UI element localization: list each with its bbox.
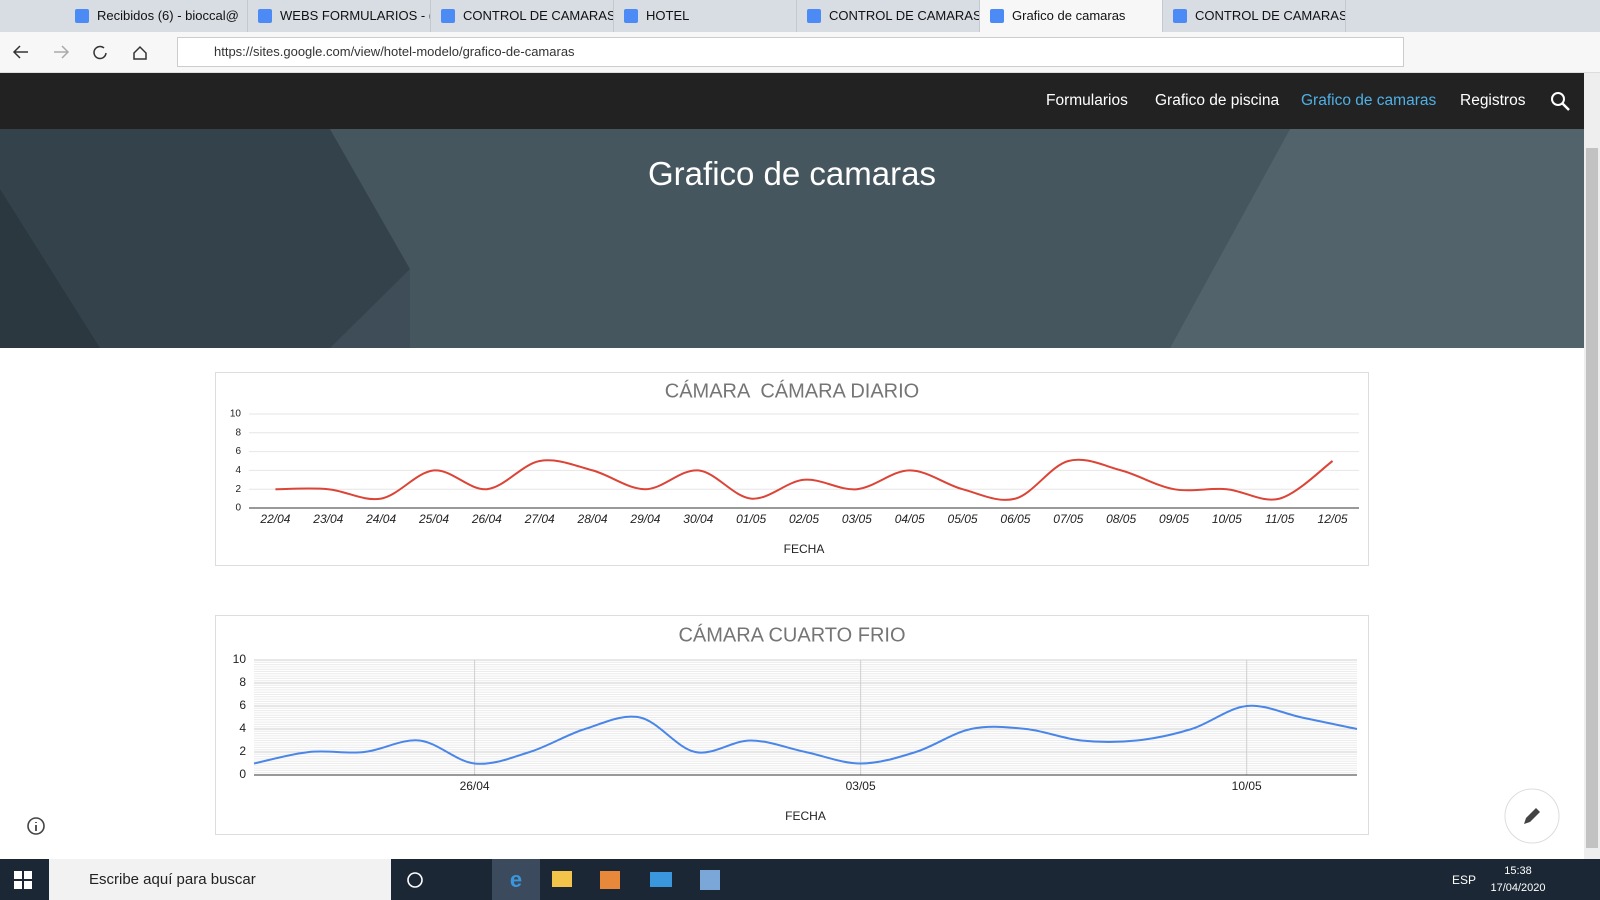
- tab[interactable]: Grafico de camaras: [980, 0, 1163, 32]
- x-axis-label: FECHA: [784, 542, 825, 556]
- data-line: [253, 704, 1358, 765]
- x-tick-label: 29/04: [629, 512, 660, 526]
- chart-card: CÁMARA CÁMARA DIARIO 0 2 4 6 8 10 22/04 23/04 24/…: [215, 372, 1369, 566]
- x-tick-label: 05/05: [948, 512, 978, 526]
- taskbar: Escribe aquí para buscar e ESP 15:38 17/…: [0, 859, 1600, 900]
- chart-title: CÁMARA CUARTO FRIO: [678, 623, 905, 646]
- banner-art: [0, 129, 1584, 348]
- x-tick-label: 30/04: [683, 512, 713, 526]
- x-tick-label: 22/04: [259, 512, 290, 526]
- x-tick-label: 02/05: [789, 512, 819, 526]
- scrollbar[interactable]: [1584, 73, 1600, 859]
- nav-link[interactable]: Formularios: [1046, 92, 1128, 109]
- x-tick-label: 26/04: [460, 779, 490, 793]
- x-axis-label: FECHA: [785, 809, 826, 823]
- page-title: Grafico de camaras: [648, 155, 936, 192]
- address-bar: https://sites.google.com/view/hotel-mode…: [0, 32, 1600, 73]
- x-tick-label: 28/04: [577, 512, 608, 526]
- site-nav: Formularios Grafico de piscina Grafico d…: [0, 73, 1584, 129]
- y-tick-label: 10: [233, 652, 247, 666]
- nav-link[interactable]: Registros: [1460, 92, 1526, 109]
- x-tick-label: 08/05: [1106, 512, 1136, 526]
- x-tick-label: 01/05: [736, 512, 766, 526]
- x-tick-label: 03/05: [846, 779, 876, 793]
- x-tick-label: 12/05: [1318, 512, 1348, 526]
- y-tick-label: 0: [239, 767, 246, 781]
- tab[interactable]: CONTROL DE CAMARAS: [797, 0, 980, 32]
- x-tick-label: 06/05: [1000, 512, 1030, 526]
- nav-link[interactable]: Grafico de camaras: [1301, 92, 1437, 109]
- tab[interactable]: HOTEL: [614, 0, 797, 32]
- chart-title: CÁMARA CÁMARA DIARIO: [665, 379, 920, 402]
- taskbar-apps[interactable]: e: [400, 859, 740, 900]
- x-tick-label: 09/05: [1159, 512, 1189, 526]
- y-tick-label: 8: [235, 427, 241, 438]
- y-tick-label: 6: [235, 446, 241, 457]
- x-tick-label: 03/05: [842, 512, 872, 526]
- x-tick-label: 04/05: [895, 512, 925, 526]
- chart: CÁMARA CUARTO FRIO 0 2 4 6 8 10 26/04 03/05 10/05…: [233, 623, 1358, 823]
- search-box[interactable]: Escribe aquí para buscar: [49, 859, 391, 900]
- info-icon[interactable]: [24, 814, 48, 838]
- start-button[interactable]: [14, 871, 32, 889]
- clock-date[interactable]: 17/04/2020: [1490, 882, 1546, 894]
- y-tick-label: 4: [235, 465, 241, 476]
- svg-text:e: e: [510, 867, 522, 892]
- tab-bar: Recibidos (6) - bioccal@ WEBS FORMULARIO…: [0, 0, 1600, 32]
- chart-card: CÁMARA CUARTO FRIO 0 2 4 6 8 10 26/04 03/05 10/05…: [215, 615, 1369, 835]
- y-tick-label: 10: [230, 409, 242, 420]
- clock-time[interactable]: 15:38: [1504, 865, 1532, 877]
- language[interactable]: ESP: [1452, 873, 1477, 887]
- x-tick-label: 26/04: [471, 512, 502, 526]
- data-line: [275, 458, 1334, 501]
- x-tick-label: 10/05: [1232, 779, 1262, 793]
- x-tick-label: 23/04: [312, 512, 343, 526]
- x-tick-label: 10/05: [1212, 512, 1242, 526]
- y-tick-label: 6: [239, 698, 246, 712]
- url-field[interactable]: https://sites.google.com/view/hotel-mode…: [177, 37, 1404, 67]
- scroll-thumb[interactable]: [1586, 148, 1598, 848]
- y-tick-label: 2: [235, 484, 241, 495]
- tab[interactable]: Recibidos (6) - bioccal@: [65, 0, 248, 32]
- nav-link[interactable]: Grafico de piscina: [1155, 92, 1280, 109]
- x-tick-label: 07/05: [1053, 512, 1083, 526]
- tab[interactable]: CONTROL DE CAMARAS: [1163, 0, 1346, 32]
- x-tick-label: 24/04: [365, 512, 396, 526]
- y-tick-label: 0: [235, 503, 241, 514]
- chart: CÁMARA CÁMARA DIARIO 0 2 4 6 8 10 22/04 23/04 24/…: [230, 379, 1359, 556]
- y-tick-label: 4: [239, 721, 246, 735]
- y-tick-label: 8: [239, 675, 246, 689]
- edit-button[interactable]: [1502, 786, 1562, 846]
- x-tick-label: 27/04: [524, 512, 555, 526]
- tab-actions[interactable]: [0, 0, 65, 32]
- x-tick-label: 25/04: [418, 512, 449, 526]
- banner: [0, 129, 1584, 348]
- tab[interactable]: WEBS FORMULARIOS - (: [248, 0, 431, 32]
- nav-buttons[interactable]: [0, 32, 170, 73]
- tab[interactable]: CONTROL DE CAMARAS: [431, 0, 614, 32]
- y-tick-label: 2: [239, 744, 246, 758]
- search-icon[interactable]: [1550, 91, 1572, 113]
- x-tick-label: 11/05: [1265, 512, 1294, 526]
